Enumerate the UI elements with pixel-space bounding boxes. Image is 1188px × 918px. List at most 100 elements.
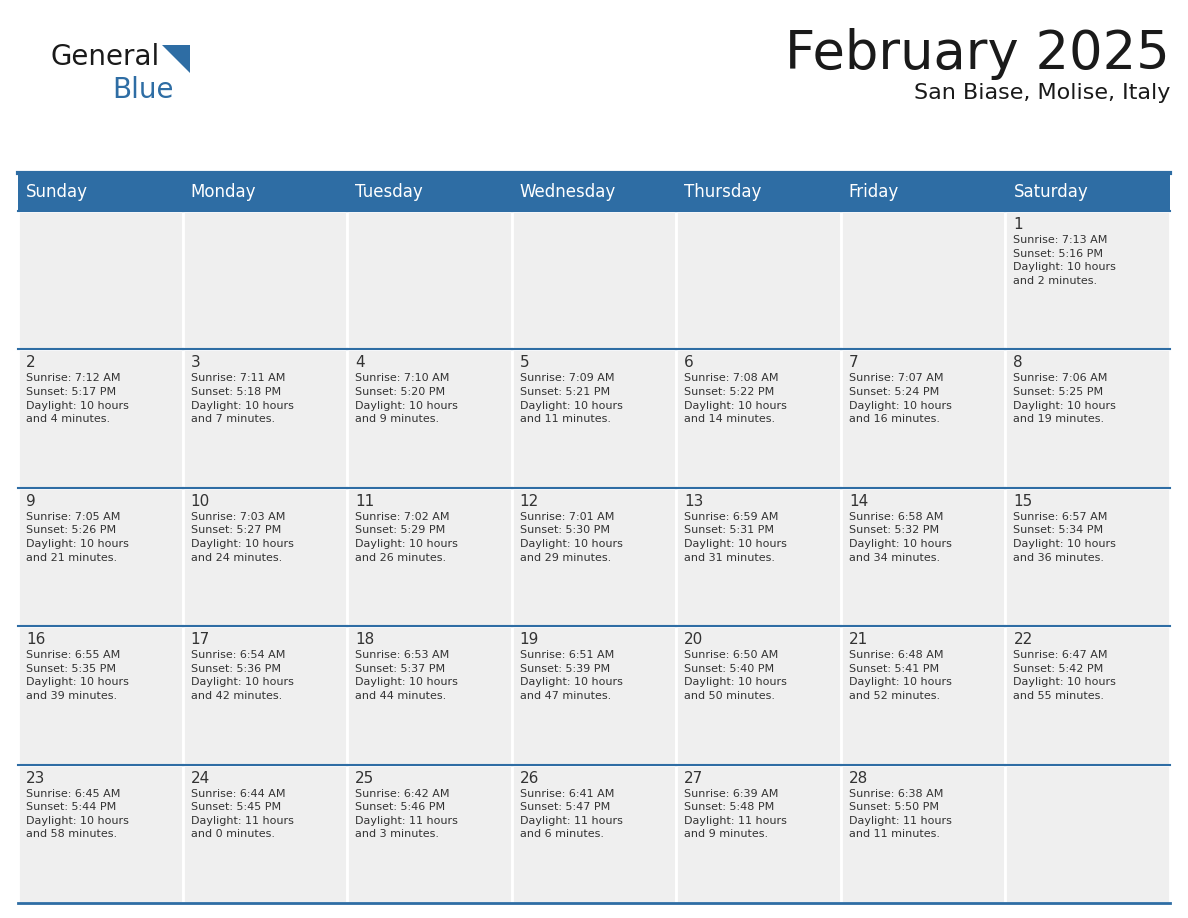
Text: 20: 20 [684,633,703,647]
Bar [347,211,512,350]
Text: 1: 1 [1013,217,1023,232]
Bar [841,350,1005,487]
Bar [676,173,841,211]
Bar [18,211,183,350]
Text: 22: 22 [1013,633,1032,647]
Text: Sunrise: 7:11 AM
Sunset: 5:18 PM
Daylight: 10 hours
and 7 minutes.: Sunrise: 7:11 AM Sunset: 5:18 PM Dayligh… [190,374,293,424]
Bar [512,173,676,211]
Bar [676,487,841,626]
Text: Sunrise: 6:57 AM
Sunset: 5:34 PM
Daylight: 10 hours
and 36 minutes.: Sunrise: 6:57 AM Sunset: 5:34 PM Dayligh… [1013,512,1117,563]
Text: 10: 10 [190,494,210,509]
Text: Sunrise: 6:39 AM
Sunset: 5:48 PM
Daylight: 11 hours
and 9 minutes.: Sunrise: 6:39 AM Sunset: 5:48 PM Dayligh… [684,789,788,839]
Bar [18,350,183,487]
Text: Sunrise: 6:47 AM
Sunset: 5:42 PM
Daylight: 10 hours
and 55 minutes.: Sunrise: 6:47 AM Sunset: 5:42 PM Dayligh… [1013,650,1117,701]
Text: 28: 28 [849,770,868,786]
Text: Sunrise: 6:48 AM
Sunset: 5:41 PM
Daylight: 10 hours
and 52 minutes.: Sunrise: 6:48 AM Sunset: 5:41 PM Dayligh… [849,650,952,701]
Bar [183,487,347,626]
Bar [347,173,512,211]
Text: 9: 9 [26,494,36,509]
Text: 27: 27 [684,770,703,786]
Text: Sunrise: 6:41 AM
Sunset: 5:47 PM
Daylight: 11 hours
and 6 minutes.: Sunrise: 6:41 AM Sunset: 5:47 PM Dayligh… [519,789,623,839]
Text: 4: 4 [355,355,365,370]
Text: Sunrise: 6:54 AM
Sunset: 5:36 PM
Daylight: 10 hours
and 42 minutes.: Sunrise: 6:54 AM Sunset: 5:36 PM Dayligh… [190,650,293,701]
Text: 16: 16 [26,633,45,647]
Bar [183,626,347,765]
Text: Sunrise: 7:02 AM
Sunset: 5:29 PM
Daylight: 10 hours
and 26 minutes.: Sunrise: 7:02 AM Sunset: 5:29 PM Dayligh… [355,512,459,563]
Text: Sunrise: 6:45 AM
Sunset: 5:44 PM
Daylight: 10 hours
and 58 minutes.: Sunrise: 6:45 AM Sunset: 5:44 PM Dayligh… [26,789,128,839]
Bar [1005,626,1170,765]
Bar [676,626,841,765]
Text: 6: 6 [684,355,694,370]
Text: 8: 8 [1013,355,1023,370]
Text: Sunrise: 6:51 AM
Sunset: 5:39 PM
Daylight: 10 hours
and 47 minutes.: Sunrise: 6:51 AM Sunset: 5:39 PM Dayligh… [519,650,623,701]
Text: San Biase, Molise, Italy: San Biase, Molise, Italy [914,83,1170,103]
Bar [1005,765,1170,903]
Bar [18,173,183,211]
Text: 13: 13 [684,494,703,509]
Bar [183,211,347,350]
Bar [1005,487,1170,626]
Text: Sunrise: 7:08 AM
Sunset: 5:22 PM
Daylight: 10 hours
and 14 minutes.: Sunrise: 7:08 AM Sunset: 5:22 PM Dayligh… [684,374,788,424]
Text: Sunrise: 6:58 AM
Sunset: 5:32 PM
Daylight: 10 hours
and 34 minutes.: Sunrise: 6:58 AM Sunset: 5:32 PM Dayligh… [849,512,952,563]
Text: 15: 15 [1013,494,1032,509]
Bar [512,487,676,626]
Text: 19: 19 [519,633,539,647]
Bar [512,626,676,765]
Text: 23: 23 [26,770,45,786]
Text: Sunrise: 6:44 AM
Sunset: 5:45 PM
Daylight: 11 hours
and 0 minutes.: Sunrise: 6:44 AM Sunset: 5:45 PM Dayligh… [190,789,293,839]
Text: Sunrise: 7:05 AM
Sunset: 5:26 PM
Daylight: 10 hours
and 21 minutes.: Sunrise: 7:05 AM Sunset: 5:26 PM Dayligh… [26,512,128,563]
Text: 14: 14 [849,494,868,509]
Bar [841,173,1005,211]
Text: Sunrise: 6:59 AM
Sunset: 5:31 PM
Daylight: 10 hours
and 31 minutes.: Sunrise: 6:59 AM Sunset: 5:31 PM Dayligh… [684,512,788,563]
Bar [1005,173,1170,211]
Text: Sunrise: 6:53 AM
Sunset: 5:37 PM
Daylight: 10 hours
and 44 minutes.: Sunrise: 6:53 AM Sunset: 5:37 PM Dayligh… [355,650,459,701]
Text: Thursday: Thursday [684,183,762,201]
Text: Sunrise: 7:10 AM
Sunset: 5:20 PM
Daylight: 10 hours
and 9 minutes.: Sunrise: 7:10 AM Sunset: 5:20 PM Dayligh… [355,374,459,424]
Bar [183,765,347,903]
Bar [841,626,1005,765]
Text: 25: 25 [355,770,374,786]
Bar [18,487,183,626]
Text: Sunrise: 7:07 AM
Sunset: 5:24 PM
Daylight: 10 hours
and 16 minutes.: Sunrise: 7:07 AM Sunset: 5:24 PM Dayligh… [849,374,952,424]
Text: Friday: Friday [849,183,899,201]
Bar [347,626,512,765]
Text: 3: 3 [190,355,201,370]
Text: 2: 2 [26,355,36,370]
Text: February 2025: February 2025 [785,28,1170,80]
Text: 24: 24 [190,770,210,786]
Text: 26: 26 [519,770,539,786]
Text: Sunrise: 7:01 AM
Sunset: 5:30 PM
Daylight: 10 hours
and 29 minutes.: Sunrise: 7:01 AM Sunset: 5:30 PM Dayligh… [519,512,623,563]
Text: Sunrise: 7:09 AM
Sunset: 5:21 PM
Daylight: 10 hours
and 11 minutes.: Sunrise: 7:09 AM Sunset: 5:21 PM Dayligh… [519,374,623,424]
Text: 17: 17 [190,633,210,647]
Bar [676,765,841,903]
Bar [841,211,1005,350]
Bar [347,765,512,903]
Text: 11: 11 [355,494,374,509]
Text: Sunrise: 6:42 AM
Sunset: 5:46 PM
Daylight: 11 hours
and 3 minutes.: Sunrise: 6:42 AM Sunset: 5:46 PM Dayligh… [355,789,459,839]
Bar [676,211,841,350]
Text: Wednesday: Wednesday [519,183,615,201]
Text: Blue: Blue [112,76,173,104]
Bar [841,487,1005,626]
Text: Sunrise: 6:55 AM
Sunset: 5:35 PM
Daylight: 10 hours
and 39 minutes.: Sunrise: 6:55 AM Sunset: 5:35 PM Dayligh… [26,650,128,701]
Text: Sunrise: 6:38 AM
Sunset: 5:50 PM
Daylight: 11 hours
and 11 minutes.: Sunrise: 6:38 AM Sunset: 5:50 PM Dayligh… [849,789,952,839]
Text: General: General [50,43,159,71]
Text: Saturday: Saturday [1013,183,1088,201]
Text: 7: 7 [849,355,859,370]
Text: Sunrise: 7:12 AM
Sunset: 5:17 PM
Daylight: 10 hours
and 4 minutes.: Sunrise: 7:12 AM Sunset: 5:17 PM Dayligh… [26,374,128,424]
Bar [512,765,676,903]
Text: 21: 21 [849,633,868,647]
Bar [18,626,183,765]
Bar [183,173,347,211]
Bar [1005,211,1170,350]
Bar [1005,350,1170,487]
Text: Sunrise: 7:13 AM
Sunset: 5:16 PM
Daylight: 10 hours
and 2 minutes.: Sunrise: 7:13 AM Sunset: 5:16 PM Dayligh… [1013,235,1117,285]
Text: 5: 5 [519,355,530,370]
Text: Sunrise: 6:50 AM
Sunset: 5:40 PM
Daylight: 10 hours
and 50 minutes.: Sunrise: 6:50 AM Sunset: 5:40 PM Dayligh… [684,650,788,701]
Text: 12: 12 [519,494,539,509]
Bar [183,350,347,487]
Text: Sunrise: 7:03 AM
Sunset: 5:27 PM
Daylight: 10 hours
and 24 minutes.: Sunrise: 7:03 AM Sunset: 5:27 PM Dayligh… [190,512,293,563]
Bar [347,350,512,487]
Text: 18: 18 [355,633,374,647]
Text: Monday: Monday [190,183,257,201]
